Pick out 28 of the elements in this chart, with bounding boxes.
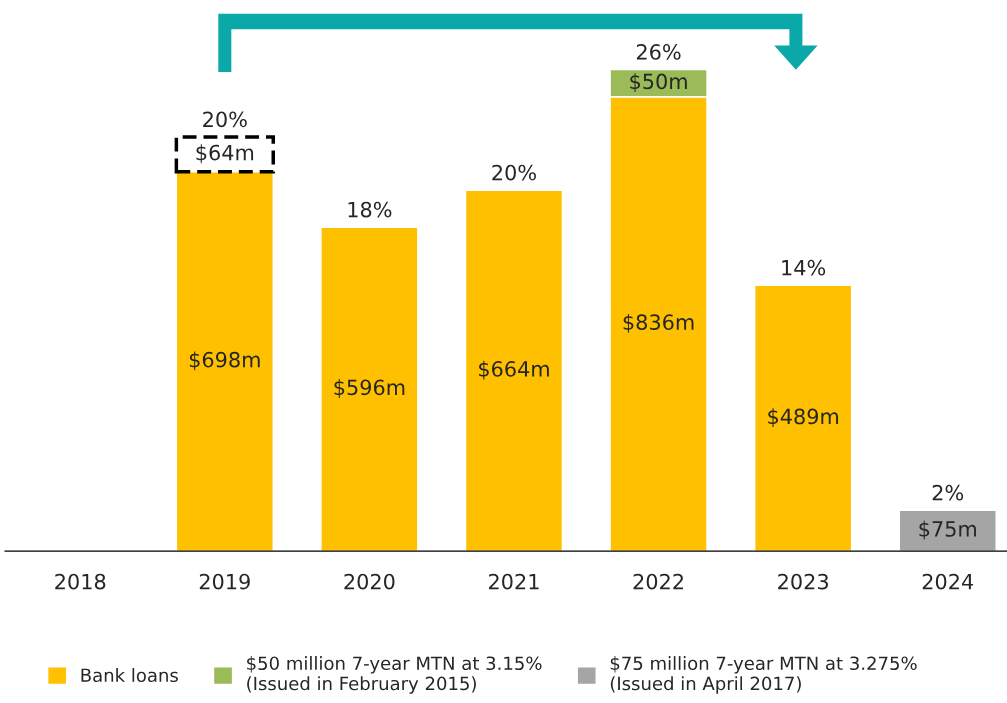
bar xyxy=(754,284,853,552)
data-label: $664m xyxy=(479,360,549,380)
data-label: $50m xyxy=(630,73,687,93)
data-label: $75m xyxy=(919,520,976,540)
data-label: $698m xyxy=(189,351,260,371)
bar xyxy=(320,226,419,552)
data-label: $596m xyxy=(334,379,405,399)
legend-label: Bank loans xyxy=(81,668,178,683)
bar xyxy=(898,509,997,552)
x-tick-label: 2021 xyxy=(488,573,539,590)
bar xyxy=(464,189,564,552)
legend-label: $50 million 7-year MTN at 3.15% (Issued in February 2015) xyxy=(247,656,542,694)
annotation: 20% xyxy=(492,164,536,181)
legend-label: $75 million 7-year MTN at 3.275% (Issued in April 2017) xyxy=(610,656,917,694)
x-tick-label: 2024 xyxy=(922,573,974,590)
x-tick-label: 2018 xyxy=(55,573,106,590)
x-tick-label: 2023 xyxy=(778,573,828,590)
annotation: 26% xyxy=(636,44,681,60)
data-label: $64m xyxy=(196,144,254,164)
x-tick-label: 2020 xyxy=(344,573,395,590)
data-label: $489m xyxy=(768,408,839,428)
x-tick-label: 2022 xyxy=(633,573,683,590)
data-label: $836m xyxy=(623,313,694,333)
annotation: 2% xyxy=(932,484,964,501)
annotation: 20% xyxy=(203,111,247,128)
x-tick-label: 2019 xyxy=(199,573,250,590)
annotation: 14% xyxy=(782,259,826,276)
annotation: 18% xyxy=(348,201,392,218)
